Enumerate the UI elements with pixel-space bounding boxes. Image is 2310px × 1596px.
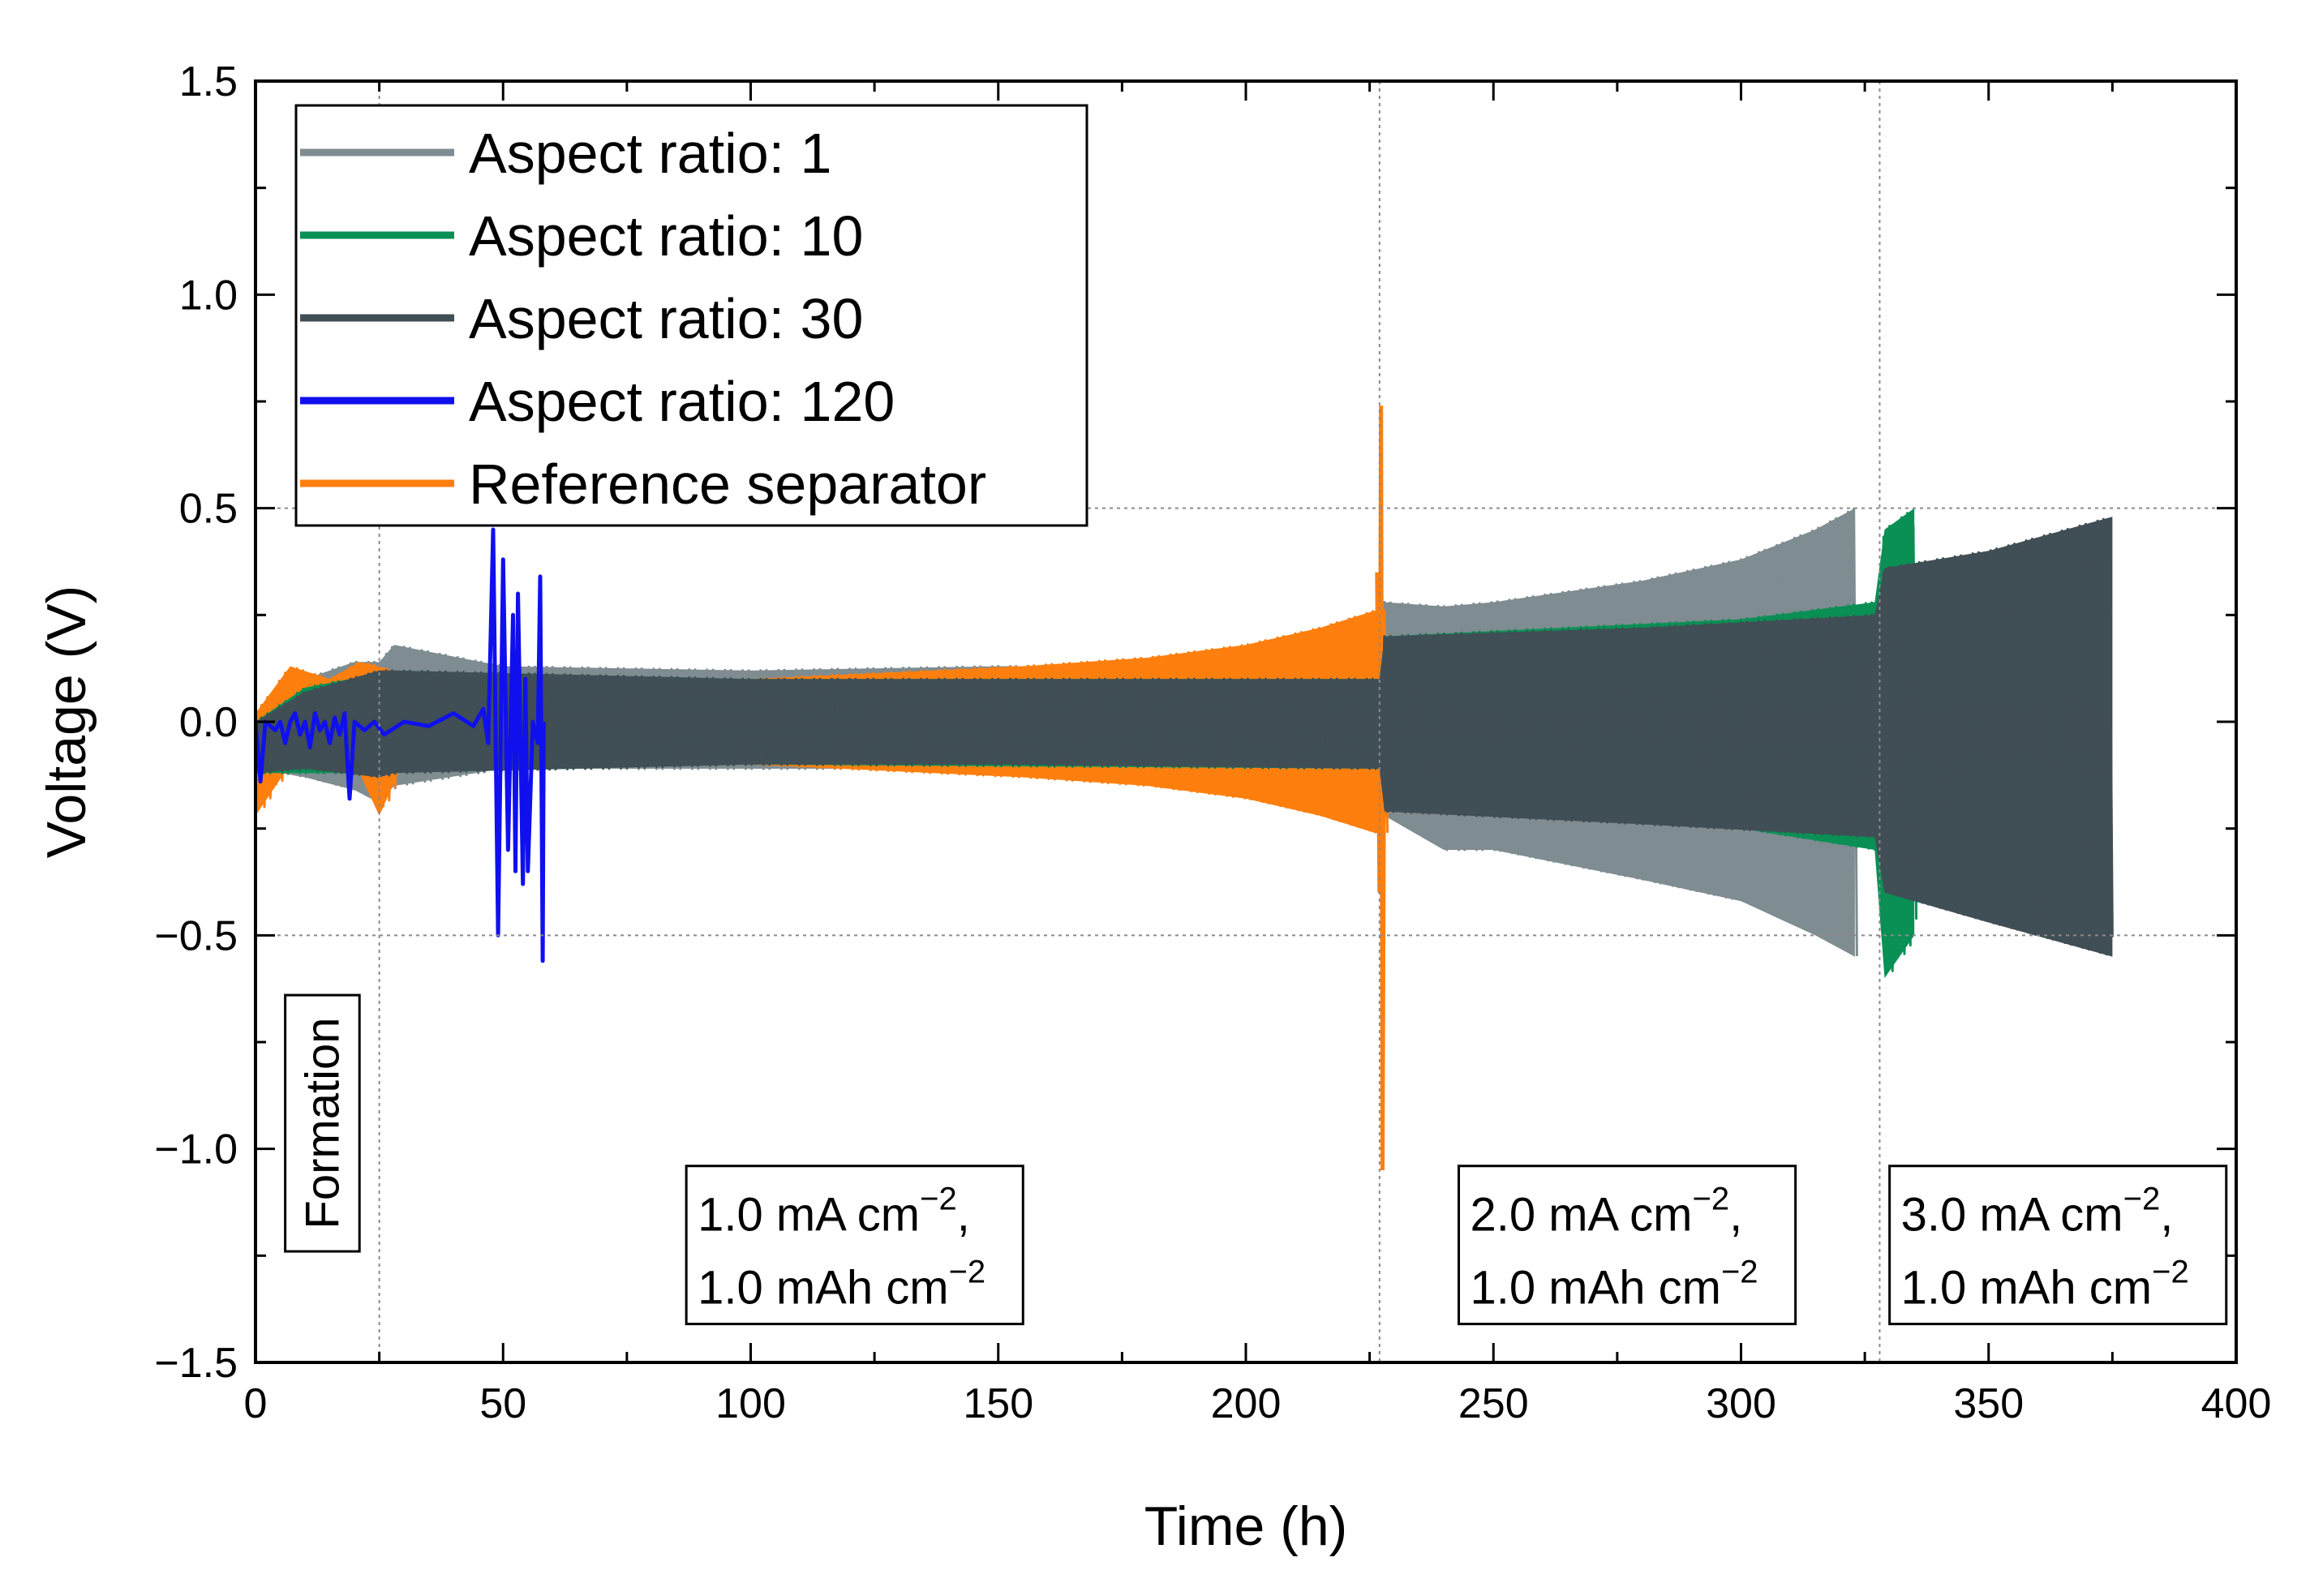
legend-label-1: Aspect ratio: 10 (469, 204, 863, 268)
legend: Aspect ratio: 1 Aspect ratio: 10 Aspect ra… (294, 104, 1088, 527)
annotation-rate-3-line2: 1.0 mAh cm−2 (1901, 1255, 2189, 1315)
x-tick-label-8: 400 (2201, 1380, 2272, 1427)
x-tick-label-3: 150 (963, 1380, 1033, 1427)
y-tick-label-3: 0.0 (179, 699, 238, 746)
annotation-rate-1-line1: 1.0 mA cm−2, (698, 1182, 970, 1242)
x-tick-label-5: 250 (1458, 1380, 1529, 1427)
x-tick-label-0: 0 (244, 1380, 268, 1427)
x-axis-title: Time (h) (1144, 1495, 1348, 1557)
y-tick-label-5: 1.0 (179, 272, 238, 319)
annotation-rate-1-comma: , (957, 1189, 970, 1242)
annotation-rate-3-rate-exp: −2 (2123, 1182, 2161, 1217)
y-tick-label-0: −1.5 (154, 1340, 238, 1387)
axis-ticks (254, 79, 2238, 1364)
annotation-rate-3-capacity-exp: −2 (2152, 1255, 2189, 1290)
x-tick-label-6: 300 (1706, 1380, 1776, 1427)
y-tick-label-6: 1.5 (179, 58, 238, 105)
annotation-rate-1-rate-exp: −2 (920, 1182, 957, 1217)
series-3-trace (255, 527, 546, 963)
annotation-box-rate-3 (1888, 1165, 2228, 1326)
legend-label-3: Aspect ratio: 120 (469, 370, 895, 433)
series-3 (255, 527, 546, 963)
annotation-rate-1-capacity: 1.0 mAh cm (698, 1262, 948, 1315)
series-2 (255, 517, 2114, 957)
annotation-rate-2-rate: 2.0 mA cm (1471, 1189, 1693, 1242)
annotation-box-rate-1 (685, 1165, 1024, 1326)
annotation-rate-2-rate-exp: −2 (1692, 1182, 1729, 1217)
annotation-rate-2-line1: 2.0 mA cm−2, (1471, 1182, 1743, 1242)
plot-data (255, 405, 2114, 1171)
tick-labels: 0 50 100 150 200 250 300 350 400 −1.5 −1.0 −0.5 0.0 0… (154, 58, 2271, 1427)
annotation-box-rate-2 (1458, 1165, 1797, 1326)
x-tick-label-4: 200 (1211, 1380, 1282, 1427)
annotation-rate-2-comma: , (1729, 1189, 1742, 1242)
annotation-rate-3-comma: , (2160, 1189, 2173, 1242)
legend-label-4: Reference separator (469, 453, 986, 516)
annotation-rate-3-line1: 3.0 mA cm−2, (1901, 1182, 2174, 1242)
annotation-rate-1-rate: 1.0 mA cm (698, 1189, 920, 1242)
annotation-rate-2-capacity-exp: −2 (1721, 1255, 1758, 1290)
annotations: Formation 1.0 mA cm−2,1.0 mAh cm−22.0 mA … (284, 993, 2228, 1326)
annotation-rate-1-line2: 1.0 mAh cm−2 (698, 1255, 985, 1315)
annotation-rate-1-capacity-exp: −2 (949, 1255, 986, 1290)
series-2-trace (255, 517, 2114, 956)
annotation-rate-3-capacity: 1.0 mAh cm (1901, 1262, 2152, 1315)
annotation-rate-2-line2: 1.0 mAh cm−2 (1471, 1255, 1758, 1315)
y-axis-title: Voltage (V) (36, 586, 97, 858)
annotation-rate-3-rate: 3.0 mA cm (1901, 1189, 2123, 1242)
x-tick-label-7: 350 (1953, 1380, 2024, 1427)
y-tick-label-1: −1.0 (154, 1126, 238, 1173)
annotation-box-formation (284, 993, 361, 1253)
annotation-rate-2-capacity: 1.0 mAh cm (1471, 1262, 1721, 1315)
legend-label-2: Aspect ratio: 30 (469, 287, 863, 350)
x-tick-label-1: 50 (479, 1380, 526, 1427)
y-tick-label-4: 0.5 (179, 486, 238, 533)
series-4-spike (1375, 405, 1387, 1171)
x-tick-label-2: 100 (715, 1380, 786, 1427)
y-tick-label-2: −0.5 (154, 912, 238, 959)
annotation-formation: Formation (296, 1018, 349, 1229)
legend-label-0: Aspect ratio: 1 (469, 122, 831, 185)
